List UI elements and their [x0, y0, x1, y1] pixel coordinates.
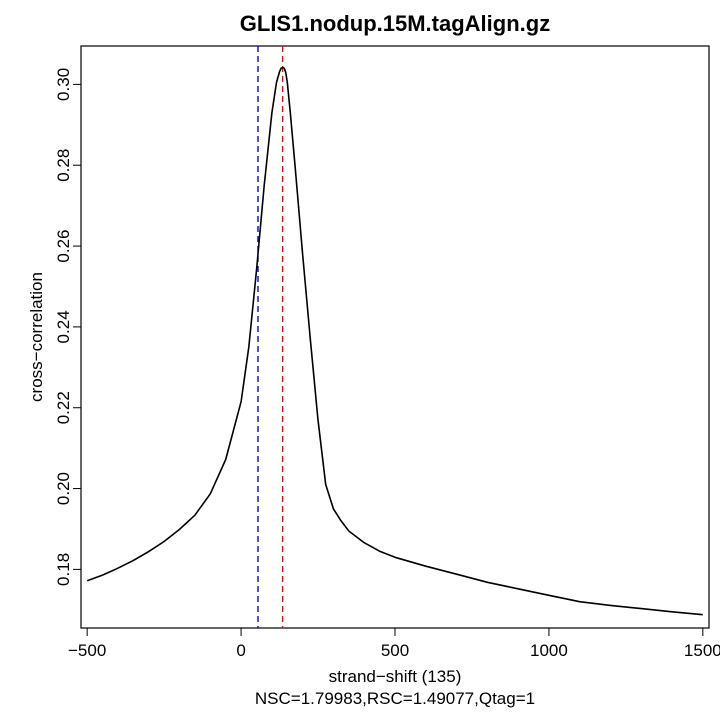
- y-tick-label: 0.26: [54, 230, 73, 263]
- y-tick-label: 0.18: [54, 553, 73, 586]
- x-axis: −500 0 500 1000 1500: [68, 628, 720, 660]
- y-tick-label: 0.30: [54, 68, 73, 101]
- y-tick-label: 0.22: [54, 391, 73, 424]
- chart-subtitle: NSC=1.79983,RSC=1.49077,Qtag=1: [255, 689, 535, 708]
- y-tick-label: 0.20: [54, 472, 73, 505]
- x-tick-label: −500: [68, 641, 106, 660]
- plot-frame: [80, 45, 710, 629]
- series-group: [86, 66, 703, 616]
- series-line: [86, 66, 703, 616]
- chart-title: GLIS1.nodup.15M.tagAlign.gz: [240, 11, 550, 36]
- x-tick-label: 0: [236, 641, 245, 660]
- x-tick-label: 500: [381, 641, 409, 660]
- y-axis: 0.18 0.20 0.22 0.24 0.26 0.28 0.30: [54, 68, 81, 586]
- y-tick-label: 0.28: [54, 149, 73, 182]
- y-tick-label: 0.24: [54, 310, 73, 343]
- y-axis-label: cross−correlation: [27, 272, 46, 402]
- x-tick-label: 1500: [684, 641, 720, 660]
- reference-lines: [257, 46, 284, 628]
- x-axis-label: strand−shift (135): [329, 667, 462, 686]
- x-tick-label: 1000: [530, 641, 568, 660]
